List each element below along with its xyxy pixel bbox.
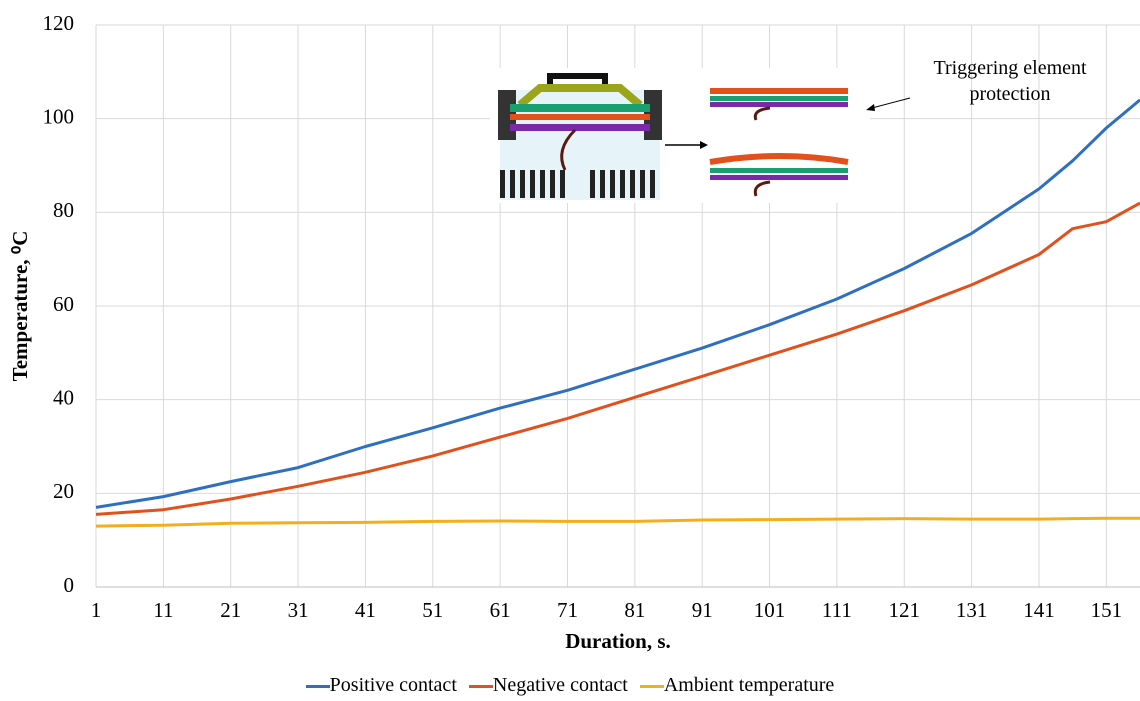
series-line [96,518,1140,526]
page: {"chart_data": {"type": "line", "x_label… [0,0,1140,701]
x-axis-title: Duration, s. [565,629,671,653]
y-tick-label: 0 [64,573,75,597]
legend-label: Positive contact [330,674,457,696]
y-tick-label: 100 [43,104,75,128]
x-tick-label: 91 [692,598,713,622]
x-tick-label: 71 [557,598,578,622]
x-tick-label: 101 [754,598,786,622]
legend-swatch [306,685,330,688]
y-tick-label: 120 [43,11,75,35]
x-tick-label: 41 [355,598,376,622]
x-tick-label: 141 [1023,598,1055,622]
x-tick-label: 21 [220,598,241,622]
x-tick-label: 31 [288,598,309,622]
x-tick-label: 111 [822,598,852,622]
legend-item: Positive contact [306,674,457,696]
x-tick-label: 151 [1091,598,1123,622]
inset-diagram [490,68,910,203]
legend-label: Ambient temperature [664,674,835,696]
x-tick-label: 11 [153,598,173,622]
legend-item: Ambient temperature [640,674,835,696]
x-tick-label: 51 [422,598,443,622]
legend-swatch [469,685,493,688]
x-tick-label: 121 [889,598,921,622]
legend-swatch [640,685,664,688]
y-tick-label: 80 [53,198,74,222]
y-tick-label: 20 [53,479,74,503]
y-axis-title: Temperature, ⁰C [8,231,32,382]
legend-item: Negative contact [469,674,628,696]
x-tick-label: 81 [624,598,645,622]
x-tick-label: 131 [956,598,988,622]
annotation: Triggering element protection [900,55,1120,107]
x-tick-label: 1 [91,598,102,622]
y-tick-label: 60 [53,292,74,316]
series-line [96,203,1140,514]
x-tick-label: 61 [490,598,511,622]
legend-label: Negative contact [493,674,628,696]
y-tick-label: 40 [53,385,74,409]
legend: Positive contact Negative contact Ambient … [0,674,1140,697]
